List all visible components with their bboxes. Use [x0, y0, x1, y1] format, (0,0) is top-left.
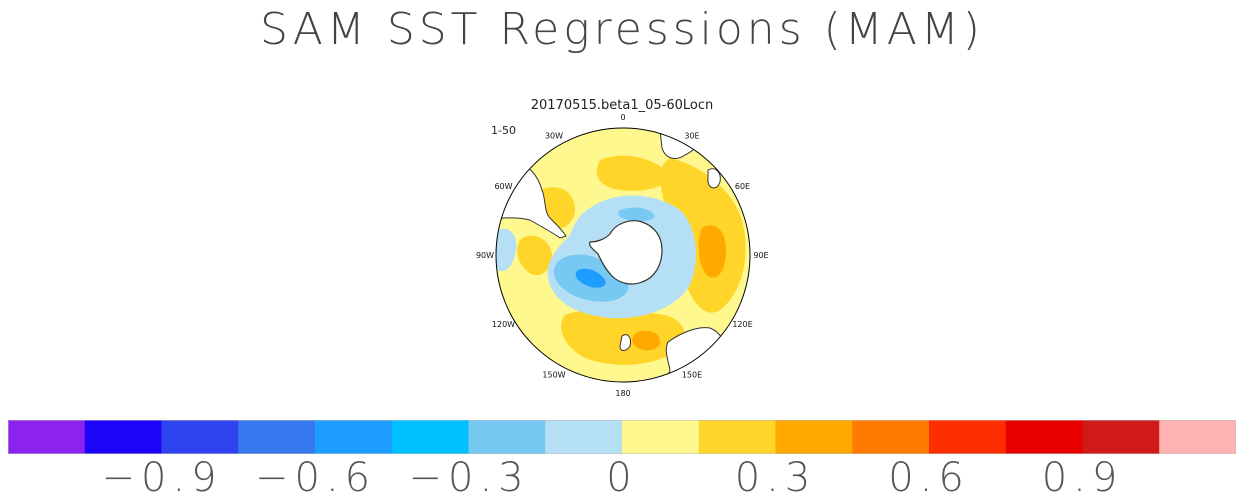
- plot-title: SAM SST Regressions (MAM): [260, 4, 984, 55]
- colorbar-swatch: [391, 420, 469, 454]
- longitude-label: 60W: [494, 182, 512, 191]
- colorbar-swatch: [8, 420, 86, 454]
- longitude-label: 0: [620, 113, 625, 122]
- colorbar-swatch: [775, 420, 853, 454]
- longitude-label: 150W: [542, 371, 565, 380]
- colorbar-swatch: [1082, 420, 1160, 454]
- longitude-labels: 0 30E 60E 90E 120E 150E 180 150W 120W 90W 60W 30W: [476, 113, 769, 398]
- land-madagascar: [707, 168, 721, 189]
- anomaly-strong-indian-ocean: [698, 225, 726, 278]
- land-africa: [649, 128, 750, 159]
- colorbar-swatch: [468, 420, 546, 454]
- anomaly-positive-south-atlantic: [596, 155, 670, 191]
- longitude-label: 60E: [735, 182, 750, 191]
- anomaly-positive-pacific-west: [517, 235, 552, 276]
- polar-map: 0 30E 60E 90E 120E 150E 180 150W 120W 90W 60W 30W: [476, 113, 769, 398]
- land-south-america: [496, 159, 567, 239]
- longitude-label: 120W: [492, 320, 515, 329]
- colorbar-swatch: [698, 420, 776, 454]
- panel-label: 1-50: [491, 124, 516, 137]
- colorbar-swatch: [622, 420, 700, 454]
- longitude-label: 30W: [545, 132, 563, 141]
- map-boundary: [495, 127, 751, 383]
- colorbar-swatch: [545, 420, 623, 454]
- colorbar-swatch: [238, 420, 316, 454]
- colorbar-swatch: [315, 420, 393, 454]
- anomaly-strong-south-pacific: [632, 330, 661, 351]
- land-antarctica: [589, 220, 663, 285]
- colorbar-swatch: [84, 420, 162, 454]
- longitude-label: 150E: [682, 371, 702, 380]
- colorbar-tick-label: −0.6: [255, 455, 377, 501]
- plot-subtitle: 20170515.beta1_05-60Locn: [530, 98, 714, 113]
- anomaly-negative-west-pacific: [496, 228, 517, 272]
- colorbar-tick-label: 0.3: [734, 455, 817, 501]
- land-new-zealand: [619, 334, 631, 351]
- colorbar-swatch: [161, 420, 239, 454]
- colorbar-tick-label: −0.9: [101, 455, 223, 501]
- colorbar-swatch: [1005, 420, 1083, 454]
- colorbar-swatch: [929, 420, 1007, 454]
- colorbar-tick-label: −0.3: [408, 455, 530, 501]
- colorbar-tick-label: 0.9: [1041, 455, 1124, 501]
- longitude-label: 180: [615, 389, 630, 398]
- longitude-label: 90E: [753, 251, 768, 260]
- colorbar-swatch: [852, 420, 930, 454]
- longitude-label: 120E: [732, 320, 752, 329]
- colorbar-tick-label: 0: [606, 455, 638, 501]
- anomaly-strong-amundsen: [575, 268, 606, 288]
- longitude-label: 30E: [684, 132, 699, 141]
- longitude-label: 90W: [476, 251, 494, 260]
- colorbar: [8, 420, 1236, 454]
- anomaly-negative-weddell: [617, 207, 655, 222]
- colorbar-swatch: [1159, 420, 1236, 454]
- colorbar-tick-label: 0.6: [888, 455, 970, 501]
